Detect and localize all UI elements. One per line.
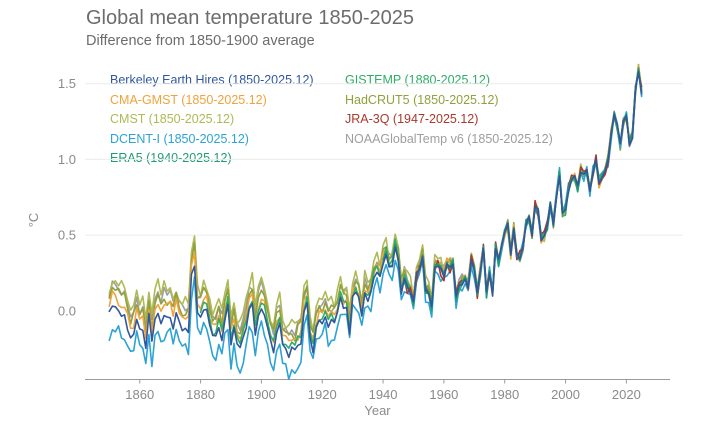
chart-header: Global mean temperature 1850-2025 Differ… [86,6,414,50]
y-axis-title: °C [26,213,41,228]
series-line-jra-3q [403,73,643,308]
x-tick-label-1980: 1980 [490,387,519,402]
x-tick-label-1880: 1880 [186,387,215,402]
x-axis-title: Year [364,403,391,418]
legend-item-jra-3q: JRA-3Q (1947-2025.12) [345,112,479,127]
legend-item-noaaglobaltemp-v6: NOAAGlobalTemp v6 (1850-2025.12) [345,131,553,146]
chart-subtitle: Difference from 1850-1900 average [86,33,315,49]
legend-item-era5: ERA5 (1940-2025.12) [110,151,232,166]
series-line-dcent-i [108,70,643,381]
legend-item-cma-gmst: CMA-GMST (1850-2025.12) [110,92,267,107]
x-tick-label-1900: 1900 [247,387,276,402]
x-tick-label-2020: 2020 [612,387,641,402]
series-line-berkeley-earth-hires [108,70,643,359]
y-tick-label-1.0: 1.0 [58,152,76,167]
legend-item-cmst: CMST (1850-2025.12) [110,112,235,127]
y-tick-label-0.5: 0.5 [58,228,76,243]
x-tick-label-1860: 1860 [125,387,154,402]
x-tick-label-1960: 1960 [429,387,458,402]
chart-title: Global mean temperature 1850-2025 [86,7,414,29]
series-line-era5 [382,71,643,312]
x-tick-label-1940: 1940 [369,387,398,402]
legend-item-hadcrut5: HadCRUT5 (1850-2025.12) [345,92,499,107]
y-tick-label-0.0: 0.0 [58,303,76,318]
legend-item-dcent-i: DCENT-I (1850-2025.12) [110,131,249,146]
x-tick-label-2000: 2000 [551,387,580,402]
x-tick-label-1920: 1920 [308,387,337,402]
y-tick-label-1.5: 1.5 [58,76,76,91]
